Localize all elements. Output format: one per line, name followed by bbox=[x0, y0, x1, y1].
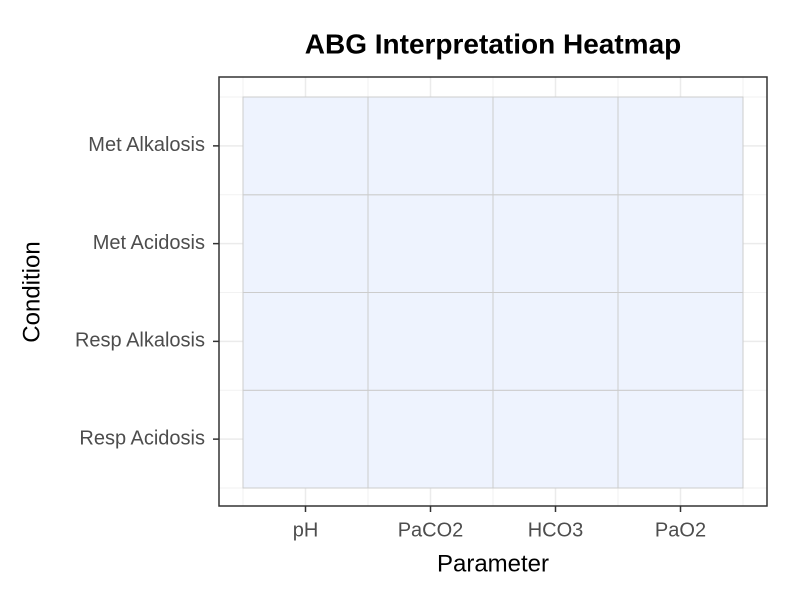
heatmap-cell bbox=[367, 194, 494, 293]
heatmap-cell bbox=[242, 292, 369, 391]
heatmap-cell bbox=[367, 292, 494, 391]
heatmap-cell bbox=[492, 389, 619, 489]
x-tick-label: pH bbox=[293, 519, 319, 541]
heatmap-cell bbox=[242, 96, 369, 196]
heatmap-cell bbox=[242, 389, 369, 489]
y-tick-label: Met Alkalosis bbox=[88, 134, 205, 156]
heatmap-cell bbox=[617, 194, 744, 293]
x-tick-label: PaCO2 bbox=[398, 519, 464, 541]
y-axis-title: Condition bbox=[18, 241, 45, 342]
heatmap-cell bbox=[492, 96, 619, 196]
y-tick-label: Resp Alkalosis bbox=[75, 330, 205, 352]
chart-title: ABG Interpretation Heatmap bbox=[305, 28, 682, 59]
heatmap-cell bbox=[367, 389, 494, 489]
heatmap-cell bbox=[242, 194, 369, 293]
y-tick-label: Met Acidosis bbox=[93, 232, 205, 254]
x-tick-label: HCO3 bbox=[528, 519, 584, 541]
panel-border bbox=[218, 76, 768, 507]
heatmap-cell bbox=[617, 292, 744, 391]
heatmap-cell bbox=[617, 389, 744, 489]
x-axis-title: Parameter bbox=[437, 550, 549, 577]
heatmap-cell bbox=[492, 194, 619, 293]
heatmap-cell bbox=[617, 96, 744, 196]
heatmap-cell bbox=[492, 292, 619, 391]
x-tick-label: PaO2 bbox=[655, 519, 706, 541]
y-tick-label: Resp Acidosis bbox=[79, 427, 205, 449]
heatmap-cell bbox=[367, 96, 494, 196]
